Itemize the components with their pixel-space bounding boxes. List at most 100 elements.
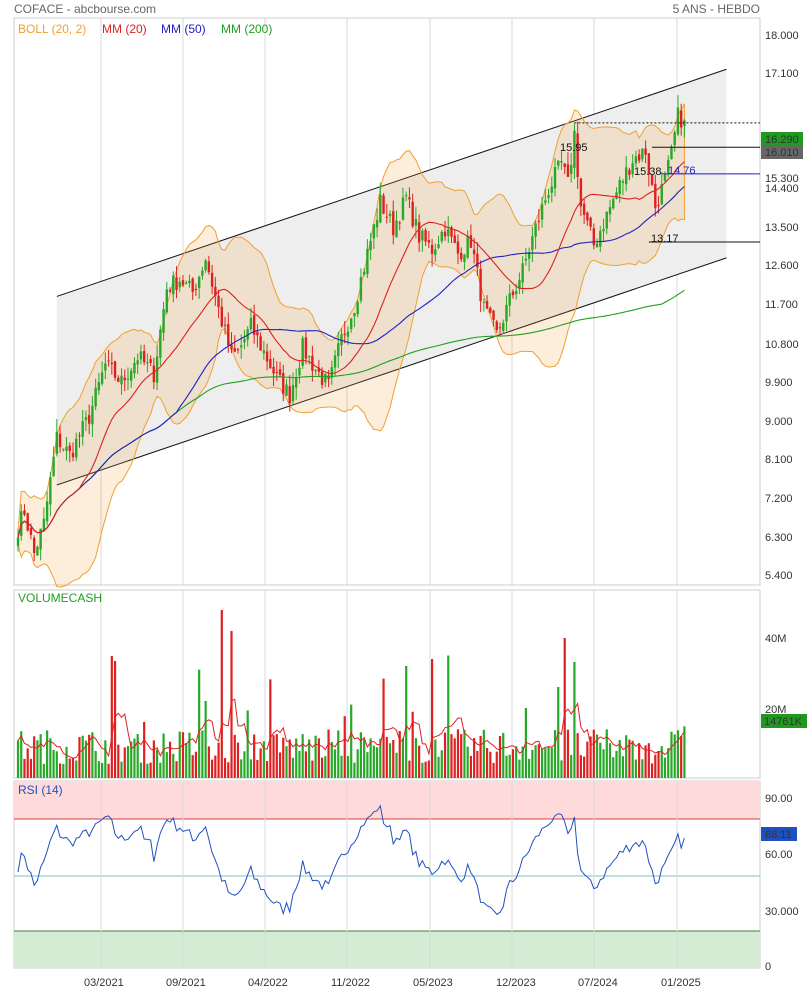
candle-body [272,366,275,374]
candle-body [84,416,88,421]
candle-body [586,212,589,221]
candle-body [463,254,466,262]
volume-bar [71,757,75,778]
volume-bar [356,749,359,778]
volume-bar [498,736,502,778]
candle-body [139,351,143,360]
volume-bar [560,760,563,778]
volume-bar [463,729,466,778]
volume-bar [550,747,553,778]
volume-bar [220,610,223,778]
volume-bar [278,752,282,778]
candle-body [663,174,667,182]
volume-bar [583,756,586,778]
volume-bar [298,750,301,778]
candle-body [670,147,673,160]
candle-body [65,446,68,451]
volume-bar [317,738,320,778]
volume-bar [162,733,165,778]
candle-body [42,518,46,532]
candle-body [547,195,550,198]
volume-bar [333,749,337,778]
x-tick: 07/2024 [578,977,618,989]
candle-body [605,211,608,229]
candle-body [405,195,408,197]
candle-body [330,367,333,378]
candle-body [395,220,398,238]
price-tick: 17.100 [765,68,799,80]
volume-bar [311,760,314,778]
candle-body [146,362,149,364]
volume-bar [104,740,107,778]
channel-fill [56,69,727,486]
x-tick: 11/2022 [331,977,370,989]
candle-body [91,405,94,425]
volume-bar [401,738,405,778]
candle-body [68,445,71,452]
legend-mm20: MM (20) [102,22,147,36]
candle-body [417,222,421,243]
candle-body [327,375,330,380]
candle-body [654,184,657,208]
legend-mm50: MM (50) [161,22,206,36]
candle-body [644,148,647,155]
candle-body [514,290,518,295]
volume-bar [201,730,204,778]
volume-bar [424,761,427,778]
candle-body [469,235,473,248]
volume-bar [26,748,29,778]
volume-bar [149,762,152,778]
rsi-tick: 90.00 [765,793,793,805]
candle-body [304,337,308,359]
volume-bar [340,755,343,778]
volume-bar [515,746,518,778]
candle-body [650,175,654,185]
candle-body [540,204,544,220]
moving-averages [17,161,685,538]
candle-body [563,163,566,168]
candles [16,95,686,562]
volume-bar [233,734,236,778]
candle-body [324,374,327,383]
volume-bar [599,742,602,778]
candle-body [52,456,55,477]
candle-body [117,377,120,382]
candle-body [62,448,65,450]
mm50-line [17,186,685,538]
volume-bar [385,736,388,778]
volume-bar [246,710,249,778]
x-tick: 03/2021 [84,977,124,989]
candle-body [220,306,224,327]
volume-bar [366,752,369,778]
candle-body [165,289,169,313]
volume-bar [667,748,670,778]
trend-channel [56,68,727,486]
candle-body [673,132,676,146]
candle-body [133,362,136,374]
candle-body [466,235,469,258]
candle-body [476,253,479,268]
volume-average-line [17,698,685,759]
candle-body [197,276,201,289]
volume-bar [395,752,398,778]
candle-body [521,263,524,283]
volume-bar [631,740,634,778]
chart-period[interactable]: 5 ANS - HEBDO [672,2,760,16]
candle-body [566,164,570,177]
high-price-label: 16.290 [765,134,799,146]
rsi-oversold-zone [14,931,760,968]
volume-bar [36,740,39,778]
volume-bar [272,735,275,778]
candle-body [340,334,343,346]
volume-bar [126,746,130,778]
volume-bar [101,762,104,778]
volume-bar [262,741,265,778]
candle-body [641,148,644,160]
volume-bar [188,732,191,778]
candle-body [489,307,492,313]
volume-bar [217,742,220,778]
candle-body [430,245,434,254]
candle-body [191,278,194,292]
candle-body [227,323,230,346]
